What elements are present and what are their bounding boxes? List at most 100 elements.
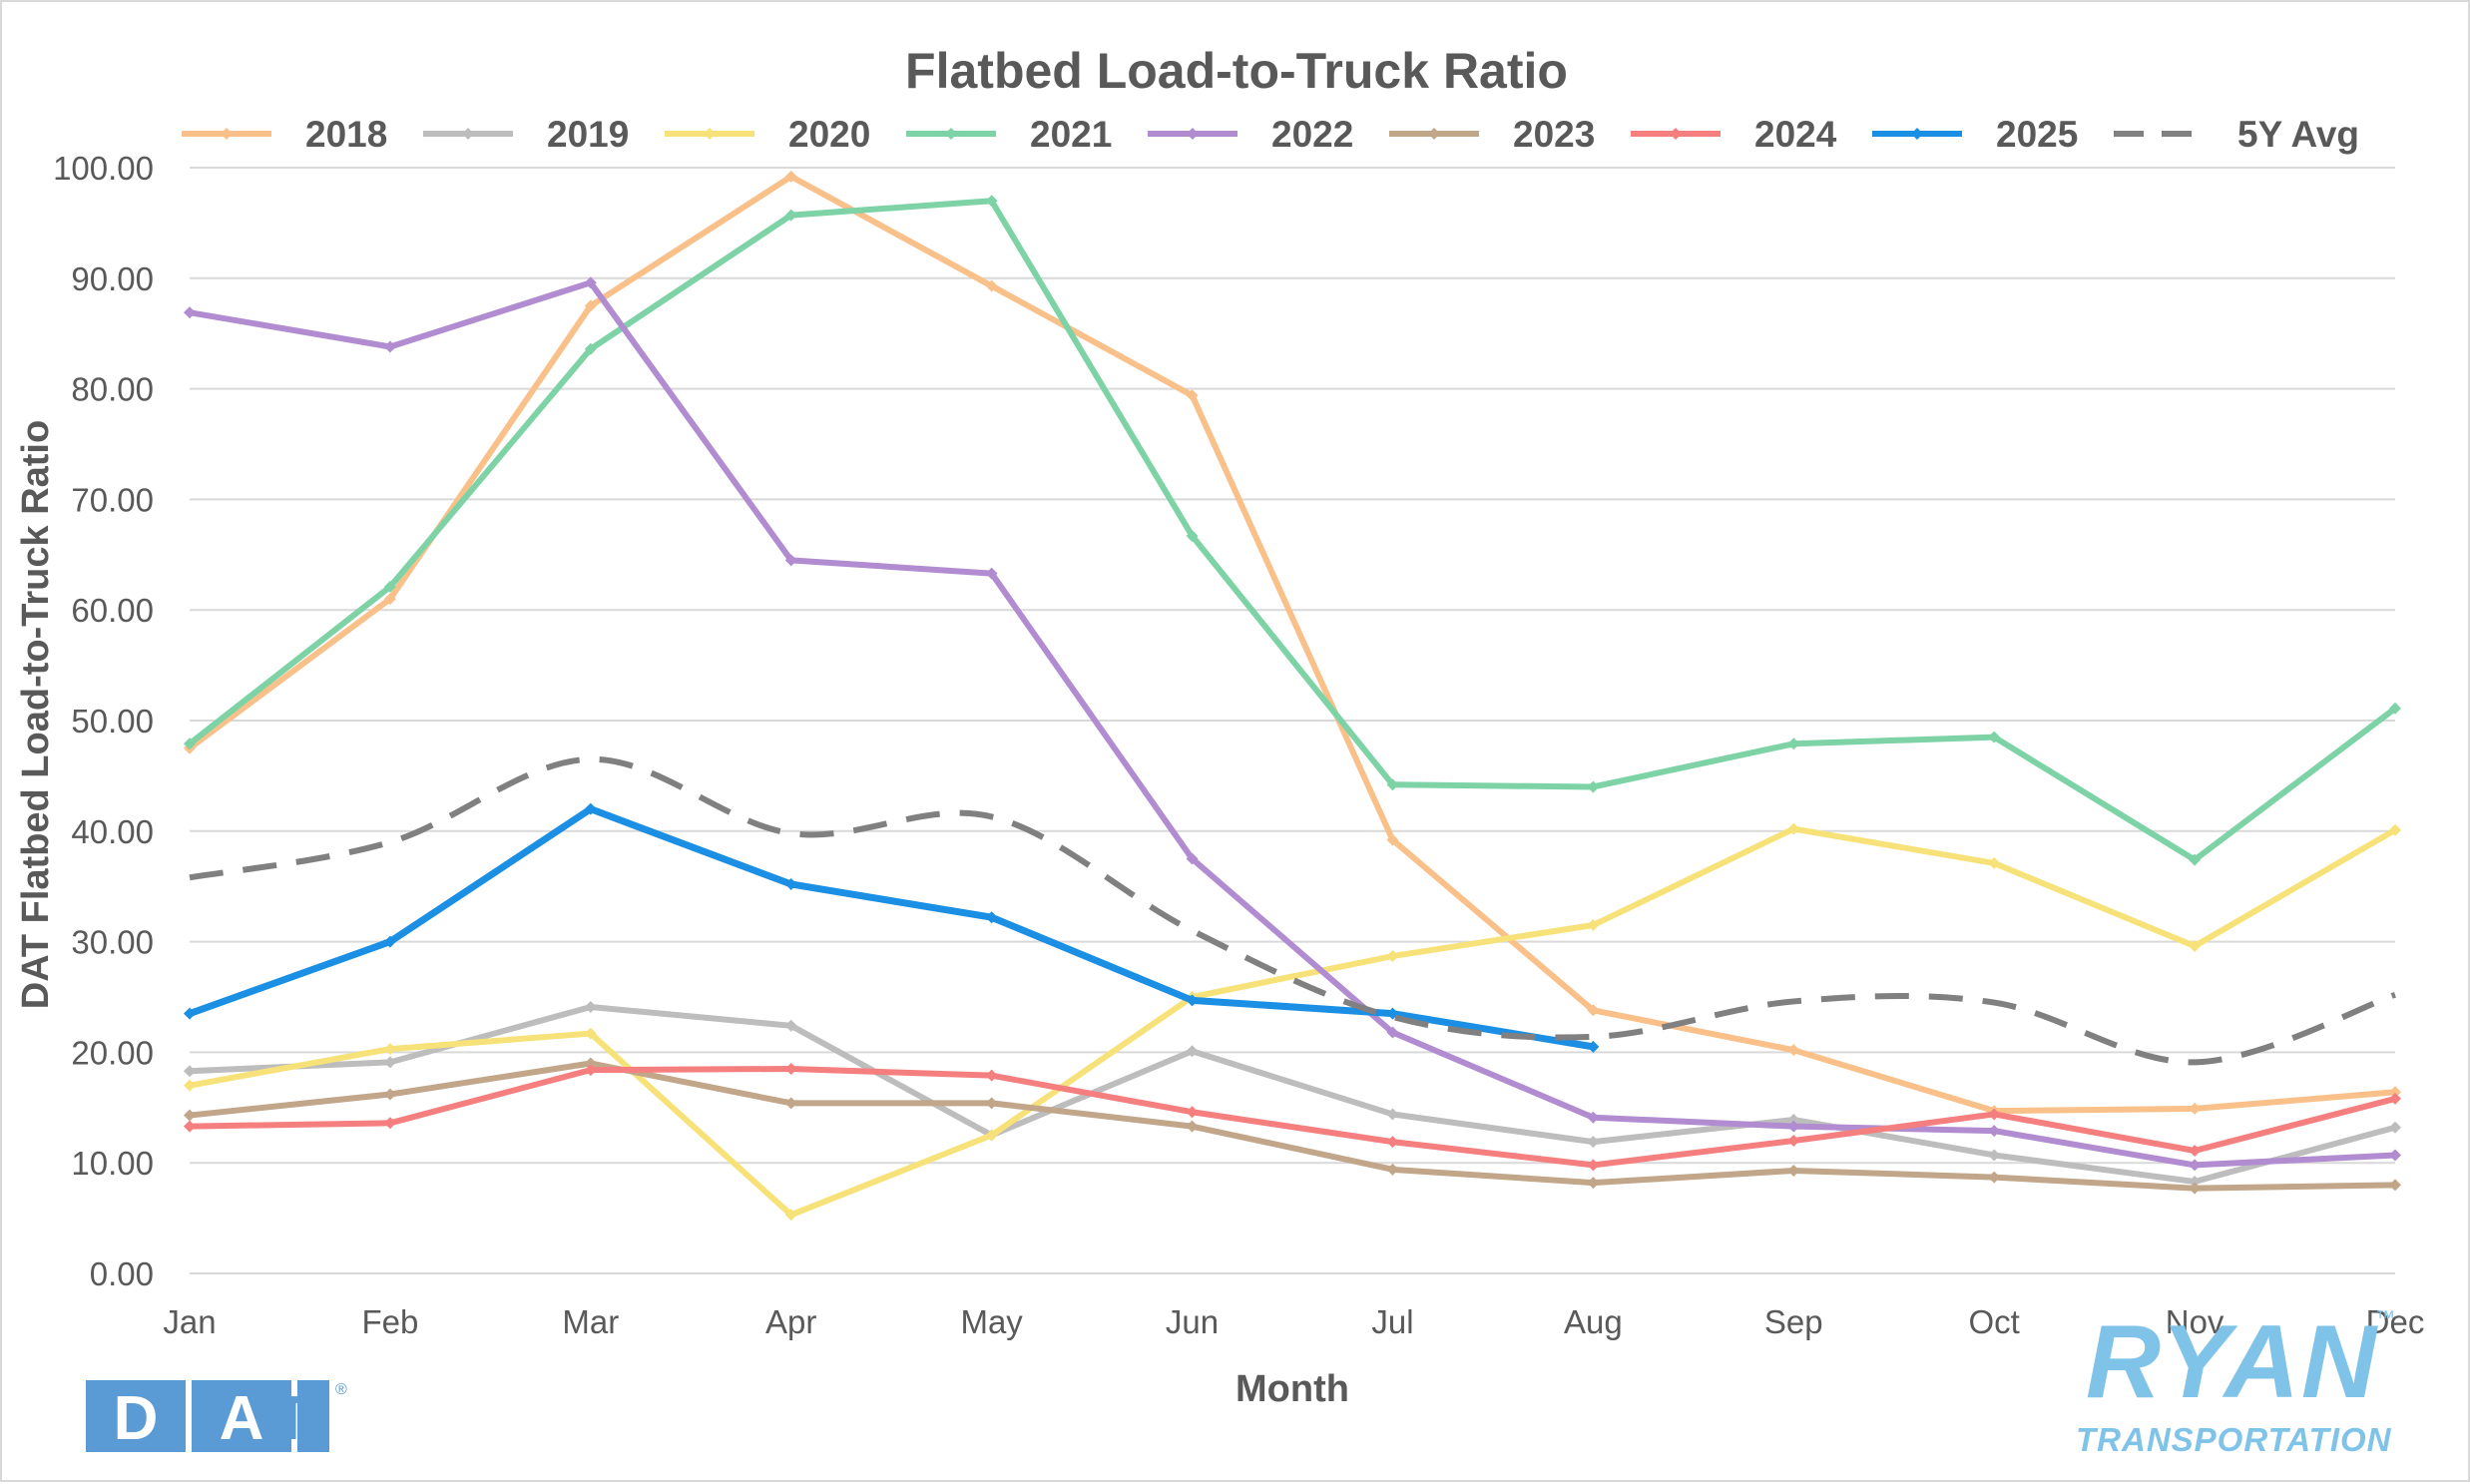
y-tick-label: 60.00 <box>71 592 154 629</box>
legend-marker <box>1187 128 1199 140</box>
chart-title: Flatbed Load-to-Truck Ratio <box>905 43 1568 99</box>
legend-marker <box>1911 128 1923 140</box>
dat-logo-letter-a: A <box>220 1384 264 1453</box>
data-point <box>1587 1040 1600 1053</box>
data-point <box>2389 1149 2401 1162</box>
data-point <box>985 195 998 208</box>
series-line <box>189 755 2396 1066</box>
legend-marker <box>221 128 233 140</box>
series-lines <box>184 170 2401 1222</box>
data-point <box>1787 1120 1800 1133</box>
data-point <box>1386 950 1399 963</box>
legend-marker <box>462 128 474 140</box>
legend-marker <box>945 128 957 140</box>
data-point <box>1787 1135 1800 1148</box>
legend-item: 2020 <box>665 114 870 155</box>
dat-logo-letter-d: D <box>114 1384 159 1453</box>
data-point <box>383 1056 396 1069</box>
data-point <box>2189 1102 2202 1115</box>
data-point <box>1587 1177 1600 1190</box>
data-point <box>784 877 797 890</box>
data-point <box>1587 1004 1600 1017</box>
data-point <box>1988 856 2001 869</box>
data-point <box>584 276 597 289</box>
series-line <box>187 1003 2398 1186</box>
series-2024 <box>184 1063 2401 1172</box>
data-point <box>1787 1164 1800 1177</box>
data-point <box>2389 1121 2401 1134</box>
legend-item: 2022 <box>1148 114 1353 155</box>
y-tick-label: 10.00 <box>71 1145 154 1182</box>
data-point <box>1988 1125 2001 1138</box>
series-2023 <box>184 1057 2401 1195</box>
y-tick-label: 90.00 <box>71 260 154 297</box>
series-line <box>187 198 2398 863</box>
series-2019 <box>184 1000 2401 1189</box>
data-point <box>184 738 196 750</box>
series-2021 <box>184 195 2401 866</box>
x-tick-label: Apr <box>765 1303 816 1340</box>
legend-marker <box>1428 128 1440 140</box>
x-tick-label: Nov <box>2166 1303 2224 1340</box>
data-point <box>784 1209 797 1222</box>
dat-logo: D A T ® <box>86 1380 347 1453</box>
data-point <box>184 1109 196 1122</box>
y-tick-label: 40.00 <box>71 813 154 850</box>
data-point <box>1186 994 1199 1007</box>
y-axis-title: DAT Flatbed Load-to-Truck Ratio <box>15 420 57 1009</box>
x-tick-label: Aug <box>1564 1303 1623 1340</box>
x-tick-label: Jul <box>1371 1303 1413 1340</box>
data-point <box>1186 1120 1199 1133</box>
data-point <box>1587 780 1600 793</box>
legend: 2018 2019 2020 2021 2022 2023 2024 2025 5Y Avg <box>182 114 2359 155</box>
legend-item: 2021 <box>906 114 1112 155</box>
data-point <box>2389 1092 2401 1105</box>
data-point <box>584 1057 597 1070</box>
data-point <box>1787 1044 1800 1057</box>
data-point <box>1186 529 1199 542</box>
y-tick-label: 0.00 <box>90 1255 154 1292</box>
y-axis-ticks: 0.00 10.00 20.00 30.00 40.00 50.00 60.00 70.00 8… <box>53 150 154 1292</box>
legend-label: 2023 <box>1513 114 1595 155</box>
data-point <box>383 593 396 606</box>
legend-label: 5Y Avg <box>2237 114 2359 155</box>
data-point <box>383 580 396 593</box>
data-point <box>985 1129 998 1142</box>
data-point <box>1186 1045 1199 1058</box>
series-line <box>186 805 1597 1051</box>
series-2025 <box>184 802 1600 1053</box>
data-point <box>784 1019 797 1032</box>
series-line <box>187 1066 2398 1169</box>
data-point <box>184 1079 196 1092</box>
ryan-logo-subtext: TRANSPORTATION <box>2076 1421 2392 1458</box>
series-line <box>187 825 2398 1219</box>
series-2018 <box>184 170 2401 1118</box>
data-point <box>1386 1108 1399 1121</box>
ryan-logo-text: RYAN <box>2086 1304 2378 1420</box>
data-point <box>2189 1182 2202 1195</box>
data-point <box>1787 1113 1800 1126</box>
data-point <box>584 1064 597 1077</box>
data-point <box>985 567 998 580</box>
y-tick-label: 30.00 <box>71 924 154 961</box>
data-point <box>584 1000 597 1013</box>
y-tick-label: 70.00 <box>71 481 154 518</box>
data-point <box>2189 1145 2202 1158</box>
series-line <box>187 1060 2398 1192</box>
data-point <box>1587 1136 1600 1149</box>
data-point <box>1587 918 1600 931</box>
data-point <box>2189 940 2202 953</box>
data-point <box>584 342 597 355</box>
data-point <box>1587 1159 1600 1172</box>
data-point <box>2389 702 2401 715</box>
data-point <box>383 1088 396 1101</box>
data-point <box>2189 1176 2202 1189</box>
data-point <box>1988 1171 2001 1184</box>
legend-label: 2019 <box>547 114 629 155</box>
data-point <box>1587 1111 1600 1124</box>
dat-logo-registered-mark: ® <box>335 1381 347 1398</box>
data-point <box>784 1097 797 1110</box>
data-point <box>184 1120 196 1133</box>
y-tick-label: 80.00 <box>71 371 154 408</box>
legend-item: 2025 <box>1872 114 2078 155</box>
